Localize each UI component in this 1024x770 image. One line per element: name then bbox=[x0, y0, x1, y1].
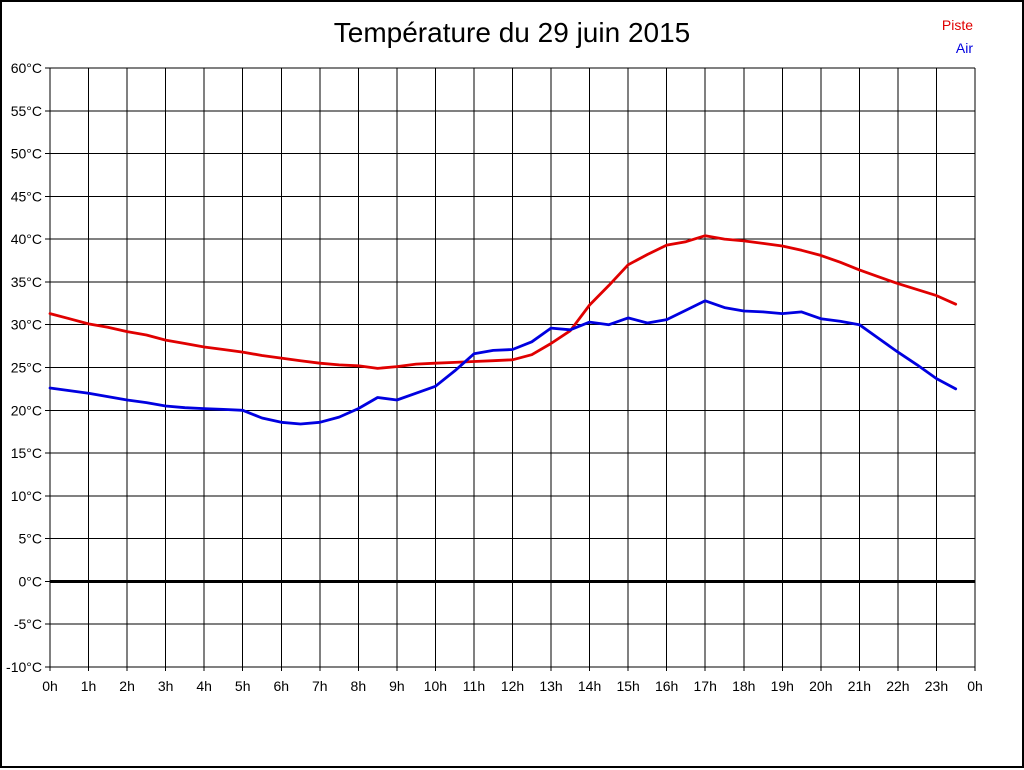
x-axis-labels: 0h 1h 2h 3h 4h 5h 6h 7h 8h 9h 10h 11h 12h 13h 14h 15h 16… bbox=[42, 678, 983, 694]
y-axis-labels: 60°C 55°C 50°C 45°C 40°C 35°C 30°C 25°C 20°C 15°C… bbox=[6, 60, 42, 675]
y-tick-label: 50°C bbox=[11, 146, 42, 162]
x-tick-label: 9h bbox=[389, 678, 405, 694]
y-tick-label: 10°C bbox=[11, 488, 42, 504]
x-tick-label: 12h bbox=[501, 678, 524, 694]
y-tick-label: 45°C bbox=[11, 188, 42, 204]
x-tick-label: 0h bbox=[967, 678, 983, 694]
x-tick-label: 13h bbox=[539, 678, 562, 694]
x-tick-label: 6h bbox=[273, 678, 289, 694]
y-tick-label: 5°C bbox=[19, 531, 43, 547]
legend: Piste Air bbox=[942, 14, 973, 60]
y-tick-label: 20°C bbox=[11, 402, 42, 418]
x-tick-label: 17h bbox=[694, 678, 717, 694]
x-tick-label: 0h bbox=[42, 678, 58, 694]
x-tick-label: 4h bbox=[196, 678, 212, 694]
x-tick-label: 22h bbox=[886, 678, 909, 694]
y-tick-label: 35°C bbox=[11, 274, 42, 290]
y-tick-label: 60°C bbox=[11, 60, 42, 76]
x-tick-label: 18h bbox=[732, 678, 755, 694]
grid-lines bbox=[45, 67, 976, 671]
x-tick-label: 3h bbox=[158, 678, 174, 694]
chart-title: Température du 29 juin 2015 bbox=[333, 17, 691, 48]
x-tick-label: 21h bbox=[848, 678, 871, 694]
y-tick-label: -5°C bbox=[14, 616, 42, 632]
y-tick-label: 0°C bbox=[19, 573, 43, 589]
x-tick-label: 20h bbox=[809, 678, 832, 694]
x-tick-label: 7h bbox=[312, 678, 328, 694]
x-tick-label: 11h bbox=[463, 678, 485, 694]
x-tick-label: 10h bbox=[424, 678, 447, 694]
legend-item-air: Air bbox=[955, 40, 973, 56]
x-tick-label: 5h bbox=[235, 678, 251, 694]
x-tick-label: 16h bbox=[655, 678, 678, 694]
series-line-piste bbox=[48, 234, 958, 370]
x-tick-label: 15h bbox=[616, 678, 639, 694]
x-tick-label: 8h bbox=[351, 678, 367, 694]
y-tick-label: 25°C bbox=[11, 360, 42, 376]
x-tick-label: 14h bbox=[578, 678, 601, 694]
x-tick-label: 1h bbox=[81, 678, 97, 694]
legend-item-piste: Piste bbox=[941, 17, 973, 33]
x-tick-label: 2h bbox=[119, 678, 135, 694]
y-tick-label: 30°C bbox=[11, 317, 42, 333]
y-tick-label: 55°C bbox=[11, 103, 42, 119]
y-tick-label: 15°C bbox=[11, 445, 42, 461]
x-tick-label: 19h bbox=[771, 678, 794, 694]
series-line-air bbox=[48, 299, 958, 426]
y-tick-label: -10°C bbox=[6, 659, 42, 675]
y-tick-label: 40°C bbox=[11, 231, 42, 247]
x-tick-label: 23h bbox=[925, 678, 948, 694]
